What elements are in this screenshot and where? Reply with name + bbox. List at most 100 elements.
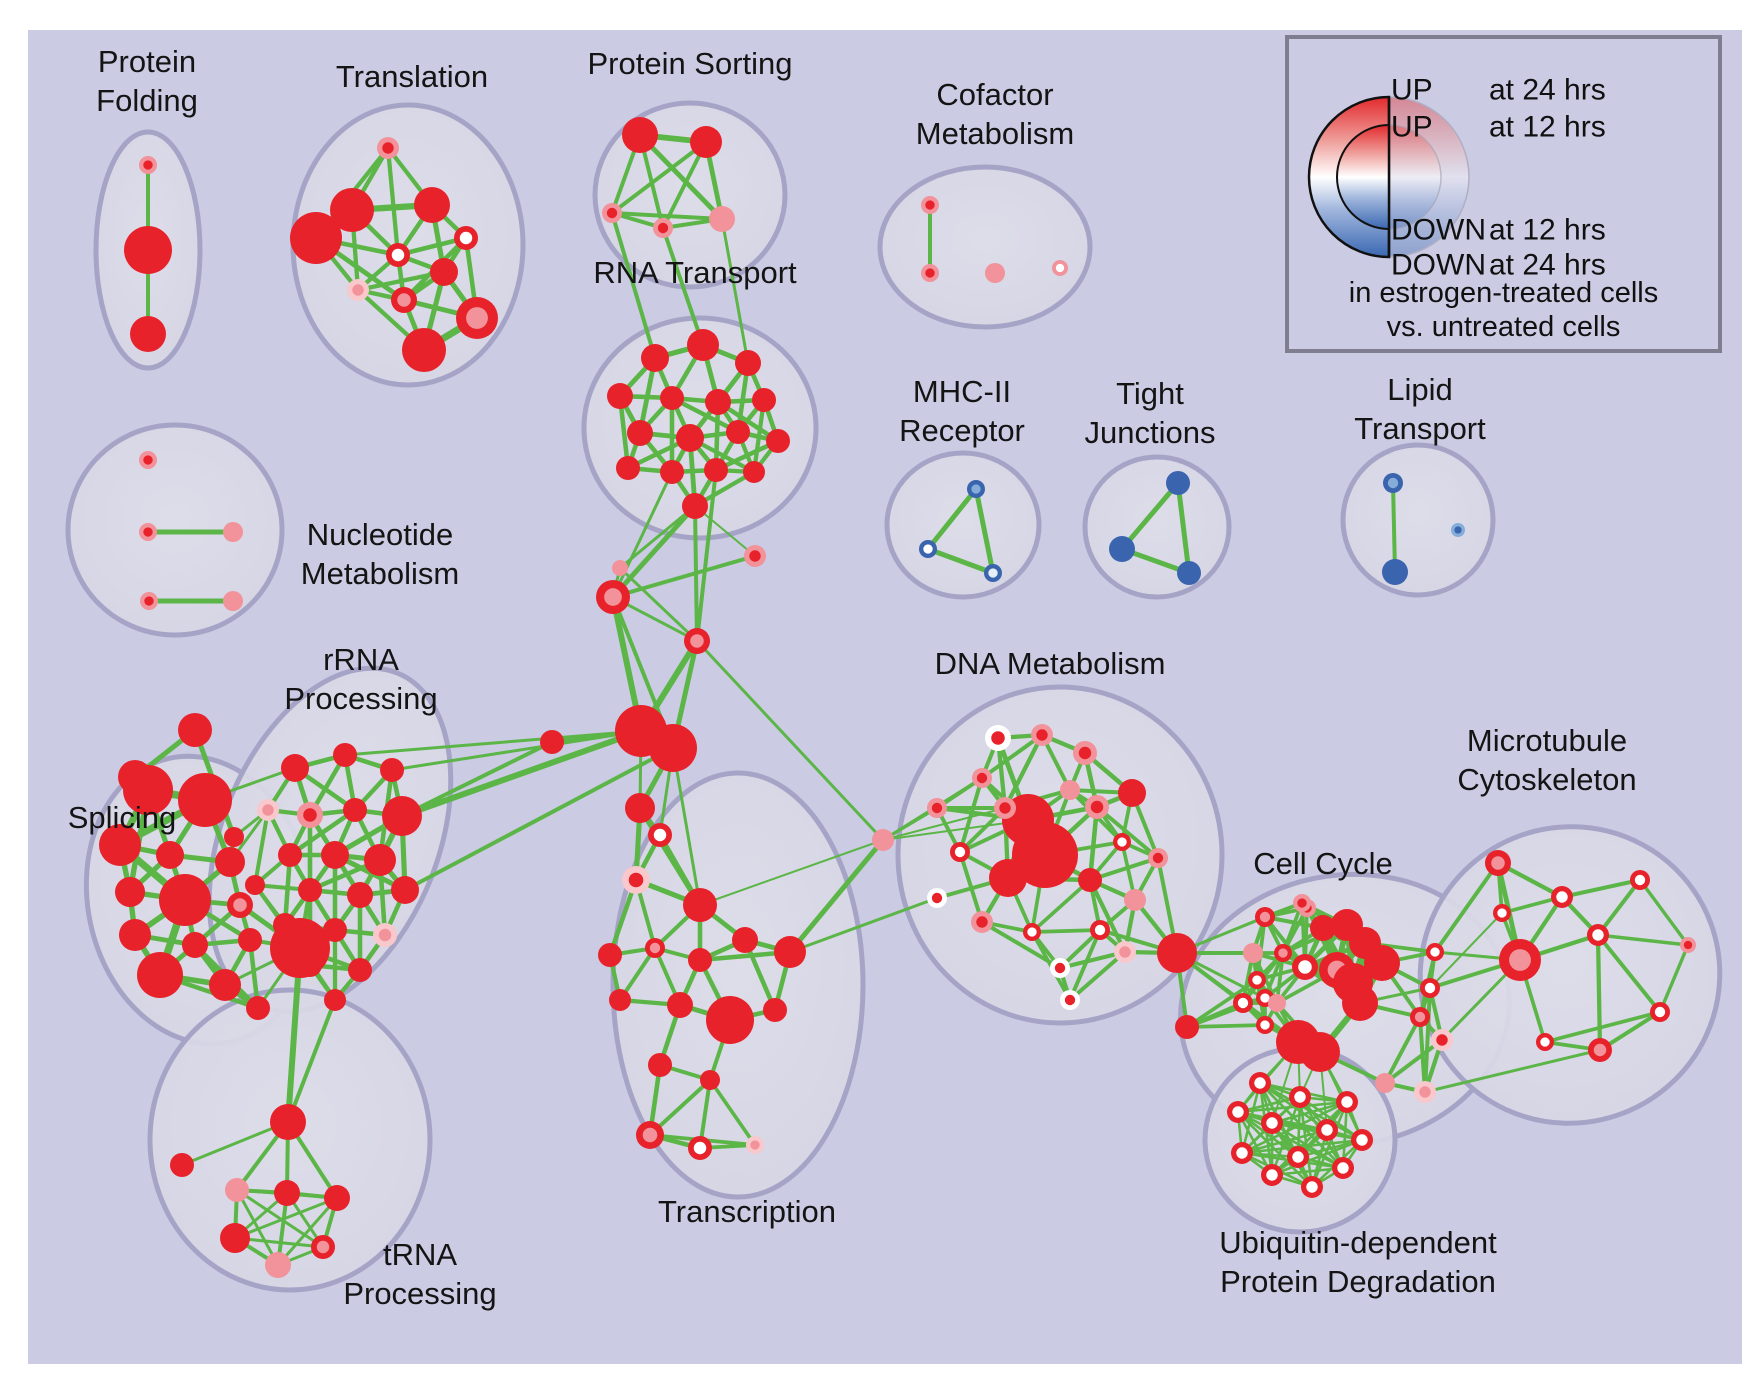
network-node-core	[1027, 927, 1037, 937]
cluster-lipid-transport-label: Transport	[1354, 411, 1486, 446]
cluster-trna-processing-label: Processing	[343, 1276, 496, 1311]
cluster-mhc-ii-receptor-label: MHC-II	[913, 374, 1011, 409]
network-node	[1012, 822, 1078, 888]
network-edge	[1596, 878, 1642, 937]
network-edge	[403, 746, 675, 892]
legend-down-12-label: DOWN	[1391, 213, 1486, 247]
network-node	[622, 117, 658, 153]
network-edge	[1185, 1023, 1267, 1029]
network-node	[99, 824, 141, 866]
network-edge	[1658, 943, 1690, 1014]
network-node	[246, 996, 270, 1020]
network-node-core	[999, 802, 1011, 814]
network-node	[683, 888, 717, 922]
network-node	[709, 206, 735, 232]
network-node-core	[1055, 263, 1065, 273]
network-node-core	[1266, 1169, 1278, 1181]
network-node	[872, 829, 894, 851]
network-edge	[1423, 986, 1432, 1094]
network-node	[324, 989, 346, 1011]
network-node	[688, 948, 712, 972]
network-edge	[699, 839, 884, 906]
network-node	[985, 263, 1005, 283]
network-node-core	[144, 596, 154, 606]
network-node-core	[604, 588, 622, 606]
network-node-core	[606, 207, 618, 219]
network-node-core	[1237, 997, 1249, 1009]
network-node	[124, 226, 172, 274]
network-node-core	[1260, 1020, 1270, 1030]
network-node-core	[1454, 526, 1462, 534]
network-node	[706, 996, 754, 1044]
network-edge	[1270, 1100, 1349, 1177]
cluster-trna-processing-label: tRNA	[383, 1237, 457, 1272]
network-node	[278, 843, 302, 867]
network-edge	[399, 728, 644, 819]
network-node	[130, 316, 166, 352]
network-edge	[787, 837, 886, 955]
network-node	[766, 429, 790, 453]
network-node	[612, 560, 628, 576]
cluster-cell-cycle-label: Cell Cycle	[1253, 846, 1393, 881]
network-edge	[973, 486, 996, 576]
cluster-nucleotide-metabolism-label: Metabolism	[301, 556, 460, 591]
network-node	[648, 1053, 672, 1077]
network-node	[115, 877, 145, 907]
network-node	[323, 918, 347, 942]
network-node	[743, 461, 765, 483]
network-node	[726, 420, 750, 444]
network-edge	[1391, 481, 1397, 574]
network-node	[137, 952, 183, 998]
network-node	[182, 932, 208, 958]
network-node	[119, 919, 151, 951]
network-edge	[1383, 1038, 1444, 1085]
network-edge	[788, 896, 939, 954]
network-edge	[958, 776, 984, 854]
network-edge	[925, 486, 979, 552]
network-edge	[720, 217, 750, 365]
network-edge	[661, 226, 705, 347]
network-node-core	[1387, 477, 1399, 489]
cluster-dna-metabolism-label: DNA Metabolism	[935, 646, 1166, 681]
network-edge	[1236, 1100, 1349, 1114]
network-node	[324, 1185, 350, 1211]
network-node	[774, 936, 806, 968]
network-node	[1177, 561, 1201, 585]
network-node	[281, 754, 309, 782]
network-node-core	[653, 828, 667, 842]
network-edge	[610, 140, 708, 215]
network-node-core	[382, 142, 394, 154]
network-node	[274, 1180, 300, 1206]
network-node-core	[1436, 1034, 1448, 1046]
network-edge	[1095, 805, 1160, 860]
legend-box: UP at 24 hrs UP at 12 hrs DOWN at 12 hrs…	[1285, 35, 1722, 353]
network-node-core	[925, 200, 935, 210]
network-node	[1166, 471, 1190, 495]
network-edge	[708, 1078, 757, 1147]
cluster-cofactor-metabolism-label: Metabolism	[916, 116, 1075, 151]
network-edge	[1433, 861, 1500, 954]
network-edge	[1423, 1048, 1602, 1094]
network-edge	[618, 566, 699, 643]
network-nodes	[99, 117, 1696, 1278]
legend-down-24-label: DOWN	[1391, 248, 1486, 282]
network-node-core	[1292, 1151, 1304, 1163]
network-node	[333, 743, 357, 767]
network-node	[607, 383, 633, 409]
network-edge	[1030, 878, 1092, 934]
network-node	[1375, 1073, 1395, 1093]
network-node	[690, 126, 722, 158]
cluster-translation-label: Translation	[336, 59, 488, 94]
legend-gradient-circle	[1307, 95, 1470, 259]
network-node	[220, 1223, 250, 1253]
network-edge	[235, 1188, 280, 1267]
cluster-cofactor-metabolism-label: Cofactor	[936, 77, 1053, 112]
cluster-lipid-transport-ellipse	[1340, 442, 1496, 598]
network-node-core	[628, 872, 644, 888]
network-node	[347, 882, 373, 908]
network-node-core	[1294, 1091, 1306, 1103]
network-node-core	[1152, 852, 1164, 864]
network-node	[1118, 779, 1146, 807]
network-node-core	[976, 916, 988, 928]
